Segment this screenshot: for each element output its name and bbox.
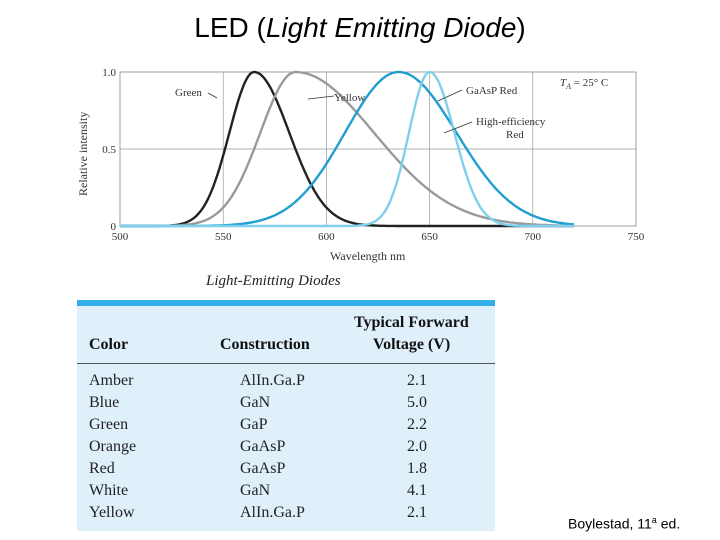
header-voltage-line1: Typical Forward bbox=[354, 314, 469, 331]
chart-label-high-efficiency-red: Red bbox=[506, 129, 524, 141]
cell-construction: AlIn.Ga.P bbox=[240, 372, 305, 389]
chart-y-axis-label: Relative intensity bbox=[76, 112, 90, 196]
header-color: Color bbox=[89, 336, 129, 353]
cell-voltage: 2.1 bbox=[407, 372, 427, 389]
green-label-leader bbox=[207, 92, 218, 99]
credit-text: Boylestad, 11 bbox=[568, 515, 652, 532]
led-spectrum-chart: 500 550 600 650 700 750 0 0.5 1.0 Relative inten… bbox=[76, 67, 645, 263]
cell-construction: GaAsP bbox=[240, 438, 286, 455]
x-tick-label: 600 bbox=[318, 231, 335, 243]
cell-color: Yellow bbox=[89, 504, 135, 521]
color-column: Amber Blue Green Orange Red White Yellow bbox=[89, 370, 136, 524]
header-voltage-line2: Voltage (V) bbox=[373, 336, 451, 353]
cell-color: Red bbox=[89, 460, 115, 477]
cell-construction: GaAsP bbox=[240, 460, 286, 477]
cell-color: Amber bbox=[89, 372, 134, 389]
voltage-column: 2.1 5.0 2.2 2.0 1.8 4.1 2.1 bbox=[407, 370, 427, 524]
led-table: Color Construction Typical Forward Volta… bbox=[77, 300, 495, 531]
chart-curves bbox=[120, 70, 575, 228]
title-prefix: LED ( bbox=[194, 12, 266, 43]
chart-label-green: Green bbox=[175, 87, 202, 99]
table-caption: Light-Emitting Diodes bbox=[206, 273, 341, 289]
yellow-label-leader bbox=[307, 95, 335, 100]
temp-subscript: A bbox=[565, 82, 571, 91]
y-tick-label: 1.0 bbox=[102, 67, 116, 79]
x-tick-label: 550 bbox=[215, 231, 232, 243]
cell-color: Green bbox=[89, 416, 129, 433]
cell-color: Orange bbox=[89, 438, 137, 455]
x-tick-label: 750 bbox=[628, 231, 645, 243]
gaasp-label-leader bbox=[437, 89, 463, 102]
series-line-yellow bbox=[120, 70, 575, 228]
x-tick-label: 700 bbox=[525, 231, 542, 243]
cell-voltage: 1.8 bbox=[407, 460, 427, 477]
header-construction: Construction bbox=[220, 336, 310, 353]
cell-color: White bbox=[89, 482, 129, 499]
chart-label-high-efficiency: High-efficiency bbox=[476, 116, 546, 128]
credit-suffix: ed. bbox=[656, 515, 681, 532]
y-tick-label: 0.5 bbox=[102, 144, 116, 156]
series-line-high-efficiency-red bbox=[120, 70, 575, 228]
cell-construction: AlIn.Ga.P bbox=[240, 504, 305, 521]
slide-title: LED (Light Emitting Diode) bbox=[0, 12, 720, 44]
cell-voltage: 2.1 bbox=[407, 504, 427, 521]
x-tick-label: 500 bbox=[112, 231, 129, 243]
chart-label-gaasp-red: GaAsP Red bbox=[466, 85, 518, 97]
chart-ticks: 500 550 600 650 700 750 0 0.5 1.0 bbox=[102, 67, 645, 243]
cell-voltage: 5.0 bbox=[407, 394, 427, 411]
chart-annotations bbox=[207, 89, 473, 134]
y-tick-label: 0 bbox=[111, 221, 117, 233]
temp-value: = 25° C bbox=[571, 77, 608, 89]
title-italic: Light Emitting Diode bbox=[265, 12, 517, 43]
header-separator bbox=[77, 363, 495, 364]
series-line-green bbox=[120, 70, 575, 228]
cell-construction: GaN bbox=[240, 482, 271, 499]
cell-construction: GaN bbox=[240, 394, 271, 411]
cell-color: Blue bbox=[89, 394, 120, 411]
cell-voltage: 2.0 bbox=[407, 438, 427, 455]
table-top-bar bbox=[77, 300, 495, 306]
chart-temperature-annotation: TA = 25° C bbox=[560, 77, 608, 91]
chart-x-axis-label: Wavelength nm bbox=[330, 249, 406, 263]
chart-label-yellow: Yellow bbox=[334, 92, 365, 104]
title-suffix: ) bbox=[516, 12, 526, 43]
cell-voltage: 2.2 bbox=[407, 416, 427, 433]
x-tick-label: 650 bbox=[421, 231, 438, 243]
source-credit: Boylestad, 11a ed. bbox=[568, 515, 680, 532]
credit-superscript: a bbox=[651, 515, 657, 525]
cell-voltage: 4.1 bbox=[407, 482, 427, 499]
construction-column: AlIn.Ga.P GaN GaP GaAsP GaAsP GaN AlIn.G… bbox=[240, 370, 305, 524]
cell-construction: GaP bbox=[240, 416, 268, 433]
high-efficiency-label-leader bbox=[443, 121, 473, 134]
